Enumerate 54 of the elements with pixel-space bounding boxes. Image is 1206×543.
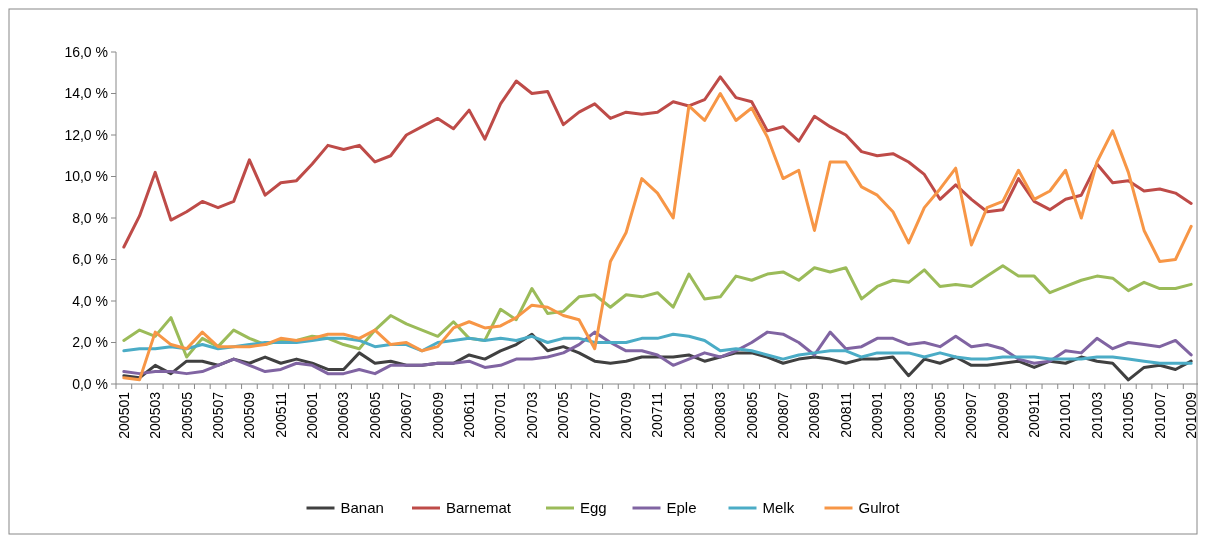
x-tick-label: 200605 (366, 391, 383, 439)
x-tick-label: 200803 (712, 391, 729, 439)
x-tick-label: 200607 (398, 391, 415, 439)
x-tick-label: 200707 (586, 391, 603, 439)
line-series (122, 75, 1193, 249)
x-tick-label: 200703 (523, 391, 540, 439)
line-series (122, 332, 1193, 365)
legend-label: Gulrot (858, 499, 901, 517)
x-tick-label: 200911 (1026, 391, 1043, 438)
x-tick-label: 200503 (147, 391, 164, 439)
y-tick-label: 0,0 % (72, 375, 108, 392)
legend-label: Egg (580, 499, 607, 517)
line-series (122, 92, 1193, 382)
y-tick-label: 8,0 % (72, 209, 108, 226)
x-tick-label: 200903 (900, 391, 917, 439)
x-tick-label: 201007 (1151, 391, 1168, 439)
x-tick-label: 200609 (429, 391, 446, 439)
x-tick-label: 200507 (209, 391, 226, 439)
x-tick-label: 200511 (272, 391, 289, 438)
x-tick-label: 200905 (931, 391, 948, 439)
x-tick-label: 201009 (1183, 391, 1200, 439)
y-tick-label: 16,0 % (64, 43, 108, 60)
x-tick-label: 200909 (994, 391, 1011, 439)
x-tick-label: 201001 (1057, 391, 1074, 439)
x-tick-label: 200901 (869, 391, 886, 439)
x-tick-label: 200505 (178, 391, 195, 439)
x-tick-label: 200509 (241, 391, 258, 439)
x-tick-label: 200805 (743, 391, 760, 439)
y-tick-label: 4,0 % (72, 292, 108, 309)
x-tick-label: 200603 (335, 391, 352, 439)
legend-label: Banan (340, 499, 384, 517)
line-series (122, 330, 1193, 376)
y-tick-label: 10,0 % (64, 168, 108, 185)
x-tick-label: 201003 (1088, 391, 1105, 439)
legend-label: Eple (666, 499, 697, 517)
x-tick-label: 200801 (680, 391, 697, 439)
x-tick-label: 200907 (963, 391, 980, 439)
x-tick-label: 200809 (806, 391, 823, 439)
x-tick-label: 200811 (837, 391, 854, 438)
x-tick-label: 200501 (115, 391, 132, 439)
y-tick-label: 2,0 % (72, 334, 108, 351)
x-tick-label: 200711 (649, 391, 666, 438)
x-tick-label: 200709 (618, 391, 635, 439)
x-tick-label: 201005 (1120, 391, 1137, 439)
x-tick-label: 200611 (461, 391, 478, 438)
legend-label: Melk (762, 499, 795, 517)
y-tick-label: 6,0 % (72, 251, 108, 268)
x-tick-label: 200705 (555, 391, 572, 439)
x-tick-label: 200701 (492, 391, 509, 439)
y-tick-label: 14,0 % (64, 85, 108, 102)
x-tick-label: 200807 (774, 391, 791, 439)
y-tick-label: 12,0 % (64, 126, 108, 143)
x-tick-label: 200601 (304, 391, 321, 439)
legend-label: Barnemat (446, 499, 512, 517)
